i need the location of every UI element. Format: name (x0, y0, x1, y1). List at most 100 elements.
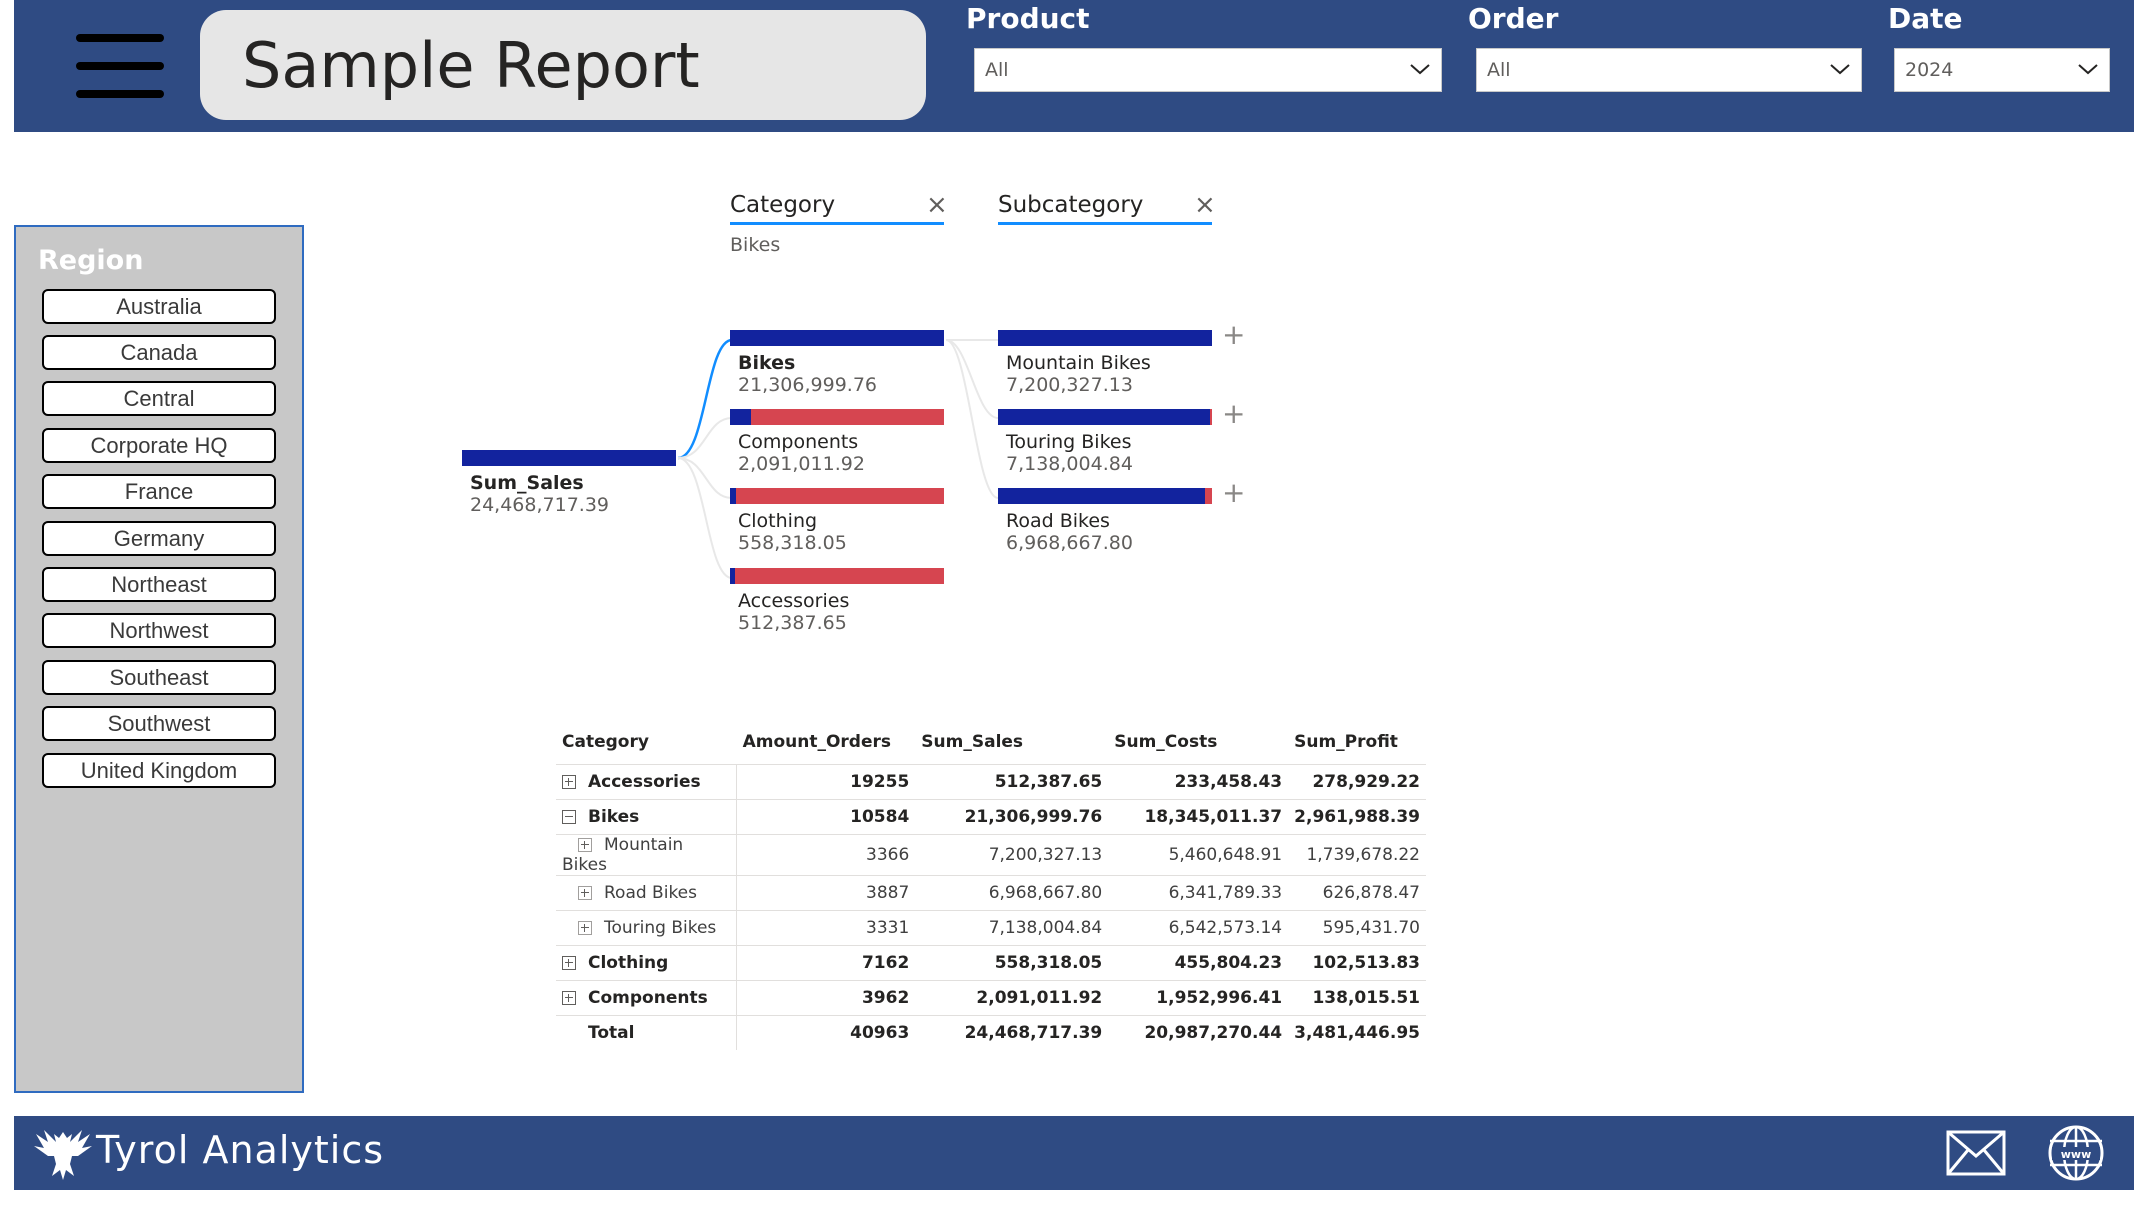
region-button-canada[interactable]: Canada (42, 335, 276, 370)
cell-costs: 1,952,996.41 (1108, 980, 1289, 1016)
subcategory-header-underline (998, 222, 1212, 225)
subcategory-bar-fill-road-bikes (998, 488, 1206, 504)
category-bar-fill-components (730, 409, 751, 425)
column-header-sum-profit[interactable]: Sum_Profit (1294, 732, 1398, 752)
subcategory-bar-mountain-bikes[interactable] (998, 330, 1212, 346)
table-row: Accessories 19255 512,387.65 233,458.43 … (556, 764, 1426, 800)
root-node-name: Sum_Sales (470, 472, 584, 494)
cell-sales: 2,091,011.92 (915, 980, 1109, 1016)
column-header-category[interactable]: Category (562, 732, 649, 752)
root-node-value: 24,468,717.39 (470, 494, 610, 516)
category-bar-fill-clothing (730, 488, 736, 504)
cell-orders: 3366 (736, 834, 916, 876)
expand-icon[interactable] (562, 956, 576, 970)
region-button-france[interactable]: France (42, 474, 276, 509)
subcategory-node-value: 6,968,667.80 (1006, 532, 1133, 554)
product-slicer-label: Product (966, 2, 1090, 35)
cell-orders: 3331 (736, 910, 916, 946)
category-node-name: Components (738, 431, 859, 453)
column-header-sum-costs[interactable]: Sum_Costs (1114, 732, 1218, 752)
collapse-icon[interactable] (562, 810, 576, 824)
category-bar-clothing[interactable] (730, 488, 944, 504)
table-row: Clothing 7162 558,318.05 455,804.23 102,… (556, 945, 1426, 981)
date-dropdown-value: 2024 (1905, 59, 1954, 81)
cell-profit: 1,739,678.22 (1288, 834, 1426, 876)
column-header-sum-sales[interactable]: Sum_Sales (921, 732, 1024, 752)
total-sales: 24,468,717.39 (915, 1015, 1109, 1050)
hamburger-menu-icon[interactable] (76, 34, 166, 98)
expand-plus-icon[interactable]: + (1222, 397, 1246, 430)
expand-icon[interactable] (578, 886, 592, 900)
product-dropdown-value: All (985, 59, 1009, 81)
total-label: Total (588, 1023, 635, 1043)
row-label: Road Bikes (604, 883, 698, 903)
close-icon[interactable]: × (926, 190, 948, 220)
globe-icon[interactable]: www (2046, 1125, 2106, 1181)
subcategory-bar-fill-mountain-bikes (998, 330, 1212, 346)
total-profit: 3,481,446.95 (1288, 1015, 1426, 1050)
product-dropdown[interactable]: All (974, 48, 1442, 92)
region-button-central[interactable]: Central (42, 381, 276, 416)
cell-orders: 10584 (736, 799, 916, 835)
expand-plus-icon[interactable]: + (1222, 318, 1246, 351)
total-row: Total 40963 24,468,717.39 20,987,270.44 … (556, 1015, 1426, 1050)
category-bar-bikes[interactable] (730, 330, 944, 346)
tree-level-subcategory-header: Subcategory (998, 192, 1144, 218)
expand-icon[interactable] (578, 921, 592, 935)
subcategory-bar-fill-touring-bikes (998, 409, 1211, 425)
cell-costs: 18,345,011.37 (1108, 799, 1289, 835)
table-row: Components 3962 2,091,011.92 1,952,996.4… (556, 980, 1426, 1016)
mail-icon[interactable] (1946, 1130, 2006, 1176)
subcategory-bar-touring-bikes[interactable] (998, 409, 1212, 425)
cell-sales: 21,306,999.76 (915, 799, 1109, 835)
subcategory-node-value: 7,200,327.13 (1006, 374, 1133, 396)
date-dropdown[interactable]: 2024 (1894, 48, 2110, 92)
cell-sales: 7,138,004.84 (915, 910, 1109, 946)
expand-icon[interactable] (562, 991, 576, 1005)
expand-plus-icon[interactable]: + (1222, 476, 1246, 509)
expand-icon[interactable] (578, 838, 592, 852)
cell-profit: 626,878.47 (1288, 875, 1426, 911)
region-button-southeast[interactable]: Southeast (42, 660, 276, 695)
cell-sales: 558,318.05 (915, 945, 1109, 981)
link-touring (945, 339, 999, 419)
region-button-northeast[interactable]: Northeast (42, 567, 276, 602)
subcategory-bar-road-bikes[interactable] (998, 488, 1212, 504)
row-label: Touring Bikes (604, 918, 717, 938)
column-header-amount-orders[interactable]: Amount_Orders (742, 732, 892, 752)
category-matrix: Category Amount_Orders Sum_Sales Sum_Cos… (556, 720, 1426, 1050)
region-button-southwest[interactable]: Southwest (42, 706, 276, 741)
cell-sales: 7,200,327.13 (915, 834, 1109, 876)
brand-name: Tyrol Analytics (96, 1128, 385, 1172)
expand-icon[interactable] (562, 775, 576, 789)
region-slicer-panel: Region Australia Canada Central Corporat… (14, 225, 304, 1093)
row-label: Accessories (588, 772, 701, 792)
root-bar[interactable] (462, 450, 676, 466)
region-button-united-kingdom[interactable]: United Kingdom (42, 753, 276, 788)
category-bar-accessories[interactable] (730, 568, 944, 584)
table-row: Bikes 10584 21,306,999.76 18,345,011.37 … (556, 799, 1426, 835)
cell-costs: 455,804.23 (1108, 945, 1289, 981)
category-node-value: 2,091,011.92 (738, 453, 865, 475)
region-button-corporate-hq[interactable]: Corporate HQ (42, 428, 276, 463)
category-selected-label: Bikes (730, 234, 781, 256)
total-orders: 40963 (736, 1015, 916, 1050)
region-button-northwest[interactable]: Northwest (42, 613, 276, 648)
category-node-value: 512,387.65 (738, 612, 847, 634)
category-node-name: Accessories (738, 590, 850, 612)
matrix-header-row: Category Amount_Orders Sum_Sales Sum_Cos… (556, 720, 1426, 765)
region-button-australia[interactable]: Australia (42, 289, 276, 324)
category-node-value: 558,318.05 (738, 532, 847, 554)
cell-orders: 3887 (736, 875, 916, 911)
close-icon[interactable]: × (1194, 190, 1216, 220)
category-bar-components[interactable] (730, 409, 944, 425)
root-bar-fill (462, 450, 676, 466)
cell-costs: 5,460,648.91 (1108, 834, 1289, 876)
order-dropdown[interactable]: All (1476, 48, 1862, 92)
row-label: Mountain Bikes (562, 835, 684, 875)
tree-level-category-header: Category (730, 192, 836, 218)
cell-orders: 3962 (736, 980, 916, 1016)
cell-profit: 595,431.70 (1288, 910, 1426, 946)
link-road (945, 339, 999, 499)
region-button-germany[interactable]: Germany (42, 521, 276, 556)
